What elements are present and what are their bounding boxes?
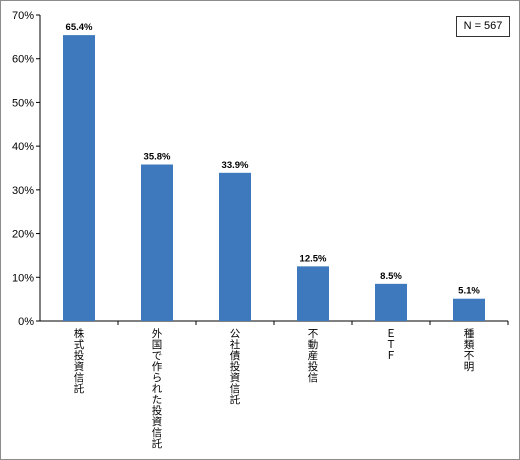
category-label: 種類不明 — [464, 327, 475, 373]
y-tick-label: 40% — [12, 141, 34, 153]
labels: 65.4% 株式投資信託 35.8% 外国で作られた投資信託 33.9% 公社債投資信託 1… — [66, 22, 481, 450]
axes: 0% 10% 20% 30% 40% 50% 60% 70% — [12, 10, 509, 328]
y-tick-label: 0% — [18, 316, 34, 328]
sample-size-annotation: N = 567 — [456, 16, 510, 37]
category-label: 不動産投信 — [308, 328, 319, 384]
y-tick-label: 50% — [12, 97, 34, 109]
bar — [63, 35, 95, 321]
bar — [141, 164, 173, 321]
y-tick-label: 60% — [12, 54, 34, 66]
data-label: 12.5% — [300, 253, 327, 264]
category-label: ＥＴＦ — [386, 328, 397, 362]
category-label: 株式投資信託 — [74, 327, 85, 395]
y-tick-label: 20% — [12, 229, 34, 241]
bar — [219, 172, 251, 321]
y-tick-label: 30% — [12, 185, 34, 197]
data-label: 65.4% — [66, 22, 93, 33]
bar — [297, 266, 329, 321]
bar — [375, 283, 407, 321]
data-label: 8.5% — [380, 271, 402, 282]
data-label: 5.1% — [458, 286, 480, 297]
y-tick-label: 70% — [12, 10, 34, 22]
category-label: 外国で作られた投資信託 — [152, 328, 163, 450]
data-label: 33.9% — [222, 160, 249, 171]
category-label: 公社債投資信託 — [230, 328, 241, 406]
y-tick-label: 10% — [12, 272, 34, 284]
bar — [453, 298, 485, 321]
bars — [63, 35, 485, 321]
data-label: 35.8% — [144, 152, 171, 163]
